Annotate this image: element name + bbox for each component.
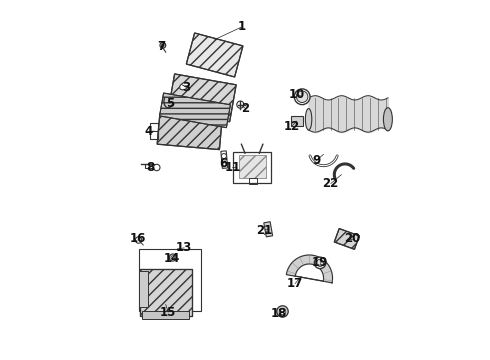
Bar (139, 271, 147, 307)
Text: 18: 18 (271, 307, 287, 320)
Text: 11: 11 (224, 161, 241, 174)
Text: 7: 7 (157, 40, 165, 53)
Bar (291, 116, 303, 126)
Bar (157, 114, 222, 150)
Text: 19: 19 (312, 256, 328, 269)
Text: 9: 9 (312, 154, 320, 167)
Circle shape (237, 101, 244, 108)
Text: 13: 13 (176, 241, 193, 255)
Circle shape (161, 44, 164, 47)
Text: 12: 12 (283, 120, 299, 133)
Bar (139, 249, 201, 311)
Bar (334, 229, 359, 249)
Ellipse shape (383, 108, 392, 131)
Text: 2: 2 (241, 102, 249, 115)
Text: 10: 10 (289, 88, 305, 101)
Bar (157, 114, 222, 150)
Bar (140, 269, 192, 316)
Bar (160, 93, 230, 128)
Text: 16: 16 (130, 233, 146, 246)
Circle shape (317, 259, 323, 266)
Polygon shape (286, 255, 333, 283)
Bar (249, 178, 257, 184)
Text: 3: 3 (182, 81, 190, 94)
Bar (221, 151, 228, 168)
Bar (239, 155, 266, 178)
Bar (150, 123, 158, 139)
Text: 14: 14 (164, 252, 180, 265)
Bar (143, 311, 189, 319)
Bar (140, 269, 192, 316)
Circle shape (160, 42, 166, 48)
Bar (168, 74, 236, 122)
Text: 20: 20 (344, 233, 360, 246)
Circle shape (294, 89, 310, 105)
Ellipse shape (180, 82, 189, 90)
Circle shape (153, 164, 160, 171)
Text: 21: 21 (257, 224, 273, 237)
Circle shape (221, 154, 226, 158)
Bar (168, 74, 236, 122)
Bar (160, 93, 230, 128)
Text: 15: 15 (160, 306, 176, 319)
Bar (334, 229, 359, 249)
Circle shape (169, 254, 176, 261)
Bar (186, 33, 243, 77)
Text: 8: 8 (146, 161, 154, 174)
Bar (186, 33, 243, 77)
Text: 4: 4 (145, 125, 153, 138)
Text: 1: 1 (237, 20, 245, 33)
Ellipse shape (305, 109, 312, 130)
Text: 22: 22 (322, 177, 339, 190)
Bar (264, 222, 272, 237)
Text: 6: 6 (220, 157, 228, 170)
Bar (233, 152, 271, 183)
Text: 17: 17 (287, 277, 303, 290)
Text: 5: 5 (166, 97, 174, 110)
Circle shape (314, 257, 326, 269)
Circle shape (277, 306, 288, 317)
Circle shape (221, 162, 226, 167)
Circle shape (171, 256, 174, 259)
Circle shape (135, 237, 142, 243)
Circle shape (296, 91, 308, 103)
Bar (145, 163, 154, 168)
Circle shape (279, 308, 286, 315)
